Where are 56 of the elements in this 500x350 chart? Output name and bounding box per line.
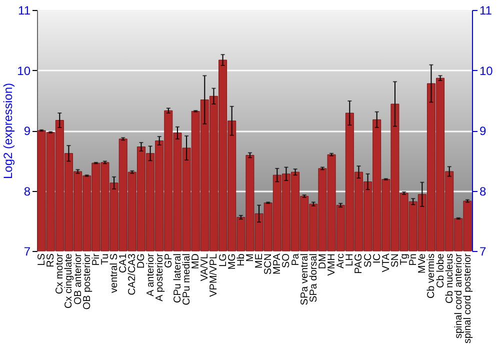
x-tick-label: CPu lateral [172,254,184,303]
x-tick-label: LH [344,254,356,266]
x-tick-label: PAG [354,253,365,274]
x-tick-label: GP [163,253,174,268]
x-tick-label: IC [372,254,383,264]
y-tick-label: 8 [24,184,31,198]
x-tick-label: A anterior [145,252,156,296]
x-tick-label: SPa dorsal [308,254,320,302]
x-tick-label: Pir [90,252,102,266]
x-tick-label: DM [317,254,328,270]
x-tick-label: MG [226,253,238,270]
x-tick-label: SCN [263,254,274,275]
x-tick-label: CA1 [118,253,130,273]
x-tick-label: LS [36,253,48,266]
x-tick-label: spinal cord anterior [453,252,464,339]
x-tick-label: RS [46,253,57,268]
x-tick-label: MVe [417,253,428,274]
y-tick-label: 9 [24,124,31,138]
x-tick-label: LG [218,253,229,267]
x-tick-label: Pn [408,254,420,266]
x-tick-label: VTA [380,253,392,272]
x-tick-label: SN [390,254,401,268]
x-tick-label: DG [136,253,148,268]
x-tick-label: Tu [100,254,111,265]
x-tick-label: Arc [336,254,347,268]
x-tick-label: OB posterior [82,252,93,310]
x-tick-label: spinal cord posterior [462,252,474,344]
y-axis-title: Log2 (expression) [1,82,16,180]
x-tick-label: Cb vermis [426,254,438,299]
x-tick-label: ME [254,253,266,268]
y2-tick-label: 8 [480,184,486,198]
x-tick-label: SPa ventral [299,254,310,306]
x-tick-label: Pa [290,253,302,266]
x-tick-label: OB anterior [72,252,84,305]
y-tick-label: 11 [18,4,31,18]
y-tick-label: 7 [24,244,31,258]
y-tick-label: 10 [17,64,31,78]
x-tick-label: VMH [326,254,338,276]
x-tick-label: ventral S [109,253,120,293]
y2-tick-label: 9 [480,124,486,138]
x-tick-label: SO [281,253,292,268]
x-tick-label: Tg [399,254,410,266]
x-tick-label: A posterior [154,252,166,302]
x-tick-label: CA2/CA3 [127,253,138,296]
x-tick-label: SC [362,254,374,268]
x-tick-label: Cx cingulate [64,253,75,309]
x-tick-label: Hb [236,253,247,266]
x-tick-label: CPu medial [182,254,193,306]
y2-tick-label: 11 [480,4,492,18]
x-tick-label: Cb nucleus [444,254,456,304]
y2-tick-label: 10 [480,64,494,78]
x-tick-label: MPA [272,253,284,274]
y2-tick-label: 7 [480,244,486,258]
x-tick-label: Cb lobe [435,253,446,288]
x-tick-label: M [244,254,256,262]
x-tick-label: VPM/VPL [208,253,220,297]
